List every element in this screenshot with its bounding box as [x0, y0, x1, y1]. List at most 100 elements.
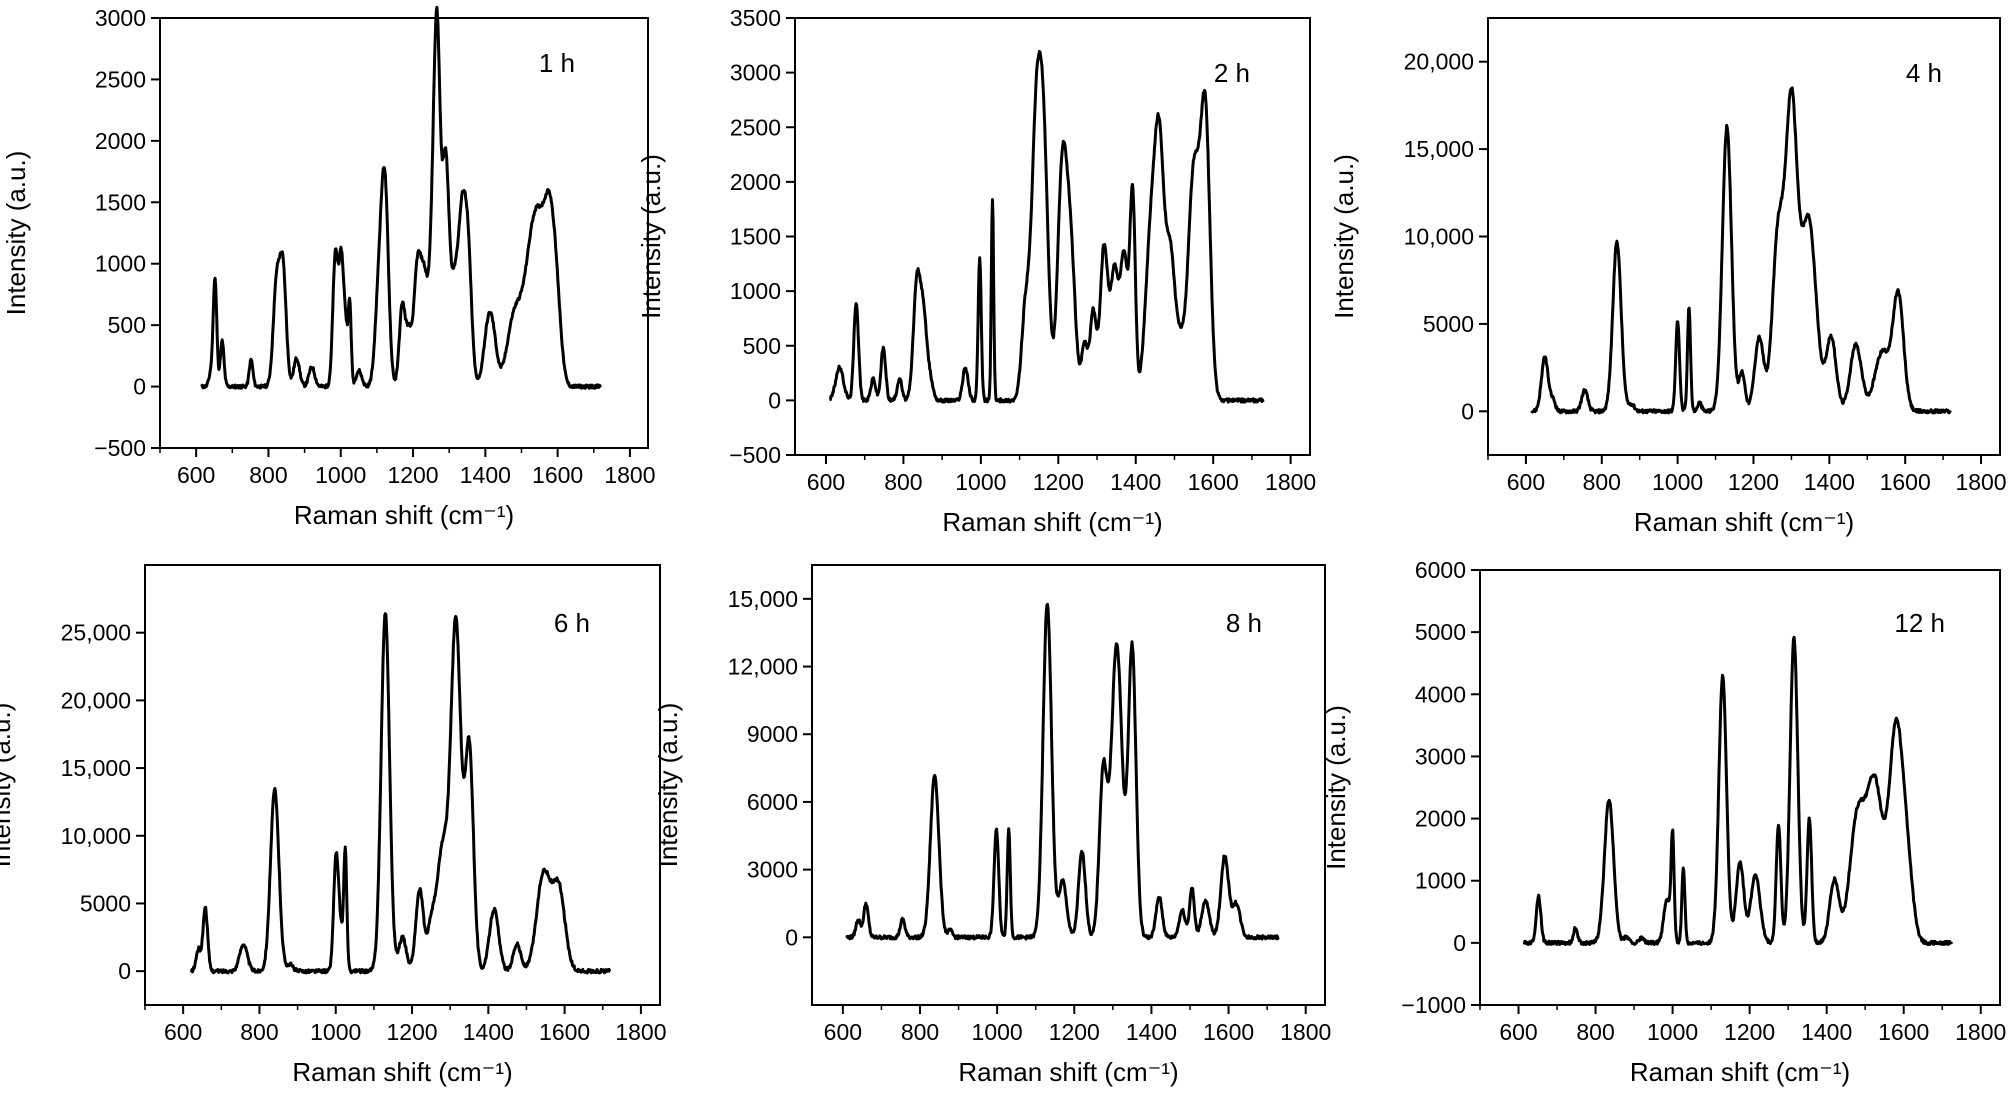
y-axis-title: Intensity (a.u.) — [1329, 154, 1359, 319]
y-axis-title: Intensity (a.u.) — [1, 151, 31, 316]
y-tick-label: −500 — [729, 442, 781, 468]
y-tick-label: 2500 — [730, 114, 781, 140]
x-tick-label: 600 — [807, 469, 845, 495]
x-tick-label: 800 — [901, 1019, 939, 1045]
chart-panel-1: 600 800 1000 1200 1400 1600 1800 −500 0 500 1000 15… — [1, 5, 656, 530]
x-tick-label: 1200 — [1049, 1019, 1100, 1045]
chart-panel-5: 600 800 1000 1200 1400 1600 1800 0 3000 6000 9000 1… — [653, 564, 1331, 1087]
y-tick-label: 3000 — [1415, 743, 1466, 769]
spectrum-line — [200, 5, 602, 390]
x-tick-label: 1000 — [1647, 1019, 1698, 1045]
spectrum-line — [1530, 86, 1952, 415]
chart-panel-6: 600 800 1000 1200 1400 1600 1800 −1000 0 1000 2000… — [1321, 557, 2006, 1087]
x-tick-label: 1000 — [315, 462, 366, 488]
x-tick-label: 1200 — [386, 1019, 437, 1045]
y-tick-label: 20,000 — [61, 687, 131, 713]
x-tick-label: 1800 — [1955, 1019, 2006, 1045]
y-tick-label: 20,000 — [1404, 49, 1474, 75]
x-tick-label: 1200 — [1033, 469, 1084, 495]
x-axis-title: Raman shift (cm⁻¹) — [292, 1057, 512, 1087]
spectrum-line — [828, 49, 1265, 404]
y-tick-label: 25,000 — [61, 620, 131, 646]
x-tick-label: 1800 — [1955, 469, 2006, 495]
y-axis-title: Intensity (a.u.) — [1321, 705, 1351, 870]
plot-frame — [159, 17, 649, 449]
y-tick-label: 15,000 — [1404, 136, 1474, 162]
x-tick-label: 600 — [824, 1019, 862, 1045]
x-tick-label: 1800 — [1280, 1019, 1331, 1045]
y-tick-label: 0 — [133, 374, 146, 400]
x-tick-label: 1400 — [460, 462, 511, 488]
y-tick-label: 3000 — [747, 857, 798, 883]
plot-frame — [1479, 569, 2001, 1006]
x-tick-label: 1000 — [955, 469, 1006, 495]
x-tick-label: 800 — [1583, 469, 1621, 495]
y-tick-label: 1000 — [1415, 868, 1466, 894]
x-tick-label: 1400 — [1110, 469, 1161, 495]
y-tick-label: 15,000 — [728, 586, 798, 612]
y-tick-label: 2000 — [1415, 806, 1466, 832]
x-axis-title: Raman shift (cm⁻¹) — [1634, 507, 1854, 537]
y-tick-label: 2500 — [95, 66, 146, 92]
x-tick-label: 1800 — [615, 1019, 666, 1045]
y-tick-label: 1500 — [730, 224, 781, 250]
y-tick-label: 0 — [118, 958, 131, 984]
x-tick-label: 1000 — [972, 1019, 1023, 1045]
y-tick-label: 1000 — [730, 278, 781, 304]
x-tick-label: 1400 — [1126, 1019, 1177, 1045]
y-tick-label: 5000 — [1415, 619, 1466, 645]
panel-time-label: 1 h — [539, 48, 575, 78]
y-tick-label: 0 — [1461, 398, 1474, 424]
x-tick-label: 800 — [884, 469, 922, 495]
y-tick-label: 2000 — [730, 169, 781, 195]
chart-panel-3: 600 800 1000 1200 1400 1600 1800 0 5000 10,000 15,… — [1329, 17, 2007, 537]
x-tick-label: 1000 — [310, 1019, 361, 1045]
y-tick-label: 0 — [785, 924, 798, 950]
x-axis-title: Raman shift (cm⁻¹) — [1630, 1057, 1850, 1087]
y-tick-label: 1500 — [95, 189, 146, 215]
panel-time-label: 6 h — [554, 608, 590, 638]
y-axis-title: Intensity (a.u.) — [653, 703, 683, 868]
x-tick-label: 1600 — [1880, 469, 1931, 495]
y-tick-label: 4000 — [1415, 681, 1466, 707]
spectrum-line — [189, 612, 612, 975]
x-tick-label: 1400 — [1804, 469, 1855, 495]
chart-panel-2: 600 800 1000 1200 1400 1600 1800 −500 0 500 1000 15… — [636, 5, 1316, 537]
y-axis-title: Intensity (a.u.) — [0, 703, 16, 868]
x-tick-label: 1600 — [532, 462, 583, 488]
x-tick-label: 1200 — [1724, 1019, 1775, 1045]
x-tick-label: 1200 — [1728, 469, 1779, 495]
y-tick-label: 12,000 — [728, 654, 798, 680]
x-tick-label: 1600 — [539, 1019, 590, 1045]
x-tick-label: 1400 — [1801, 1019, 1852, 1045]
x-tick-label: 1800 — [604, 462, 655, 488]
plot-frame — [811, 564, 1326, 1006]
y-tick-label: 10,000 — [61, 823, 131, 849]
plot-frame — [144, 564, 661, 1006]
panel-time-label: 2 h — [1214, 58, 1250, 88]
y-tick-label: 5000 — [80, 890, 131, 916]
x-tick-label: 800 — [1576, 1019, 1614, 1045]
x-tick-label: 1600 — [1878, 1019, 1929, 1045]
y-tick-label: 6000 — [747, 789, 798, 815]
y-tick-label: 3500 — [730, 5, 781, 31]
chart-panel-4: 600 800 1000 1200 1400 1600 1800 0 5000 10,000 15,… — [0, 564, 667, 1087]
x-tick-label: 1600 — [1203, 1019, 1254, 1045]
x-tick-label: 1400 — [463, 1019, 514, 1045]
y-tick-label: −1000 — [1401, 992, 1466, 1018]
x-axis-title: Raman shift (cm⁻¹) — [942, 507, 1162, 537]
panel-time-label: 12 h — [1894, 608, 1945, 638]
x-tick-label: 1200 — [387, 462, 438, 488]
y-tick-label: 500 — [108, 312, 146, 338]
y-tick-label: 3000 — [730, 60, 781, 86]
y-tick-label: −500 — [94, 435, 146, 461]
x-tick-label: 800 — [240, 1019, 278, 1045]
spectrum-line — [1522, 635, 1954, 947]
spectrum-line — [845, 602, 1280, 941]
y-tick-label: 6000 — [1415, 557, 1466, 583]
y-axis-title: Intensity (a.u.) — [636, 154, 666, 319]
y-tick-label: 9000 — [747, 721, 798, 747]
y-tick-label: 1000 — [95, 251, 146, 277]
y-tick-label: 3000 — [95, 5, 146, 31]
